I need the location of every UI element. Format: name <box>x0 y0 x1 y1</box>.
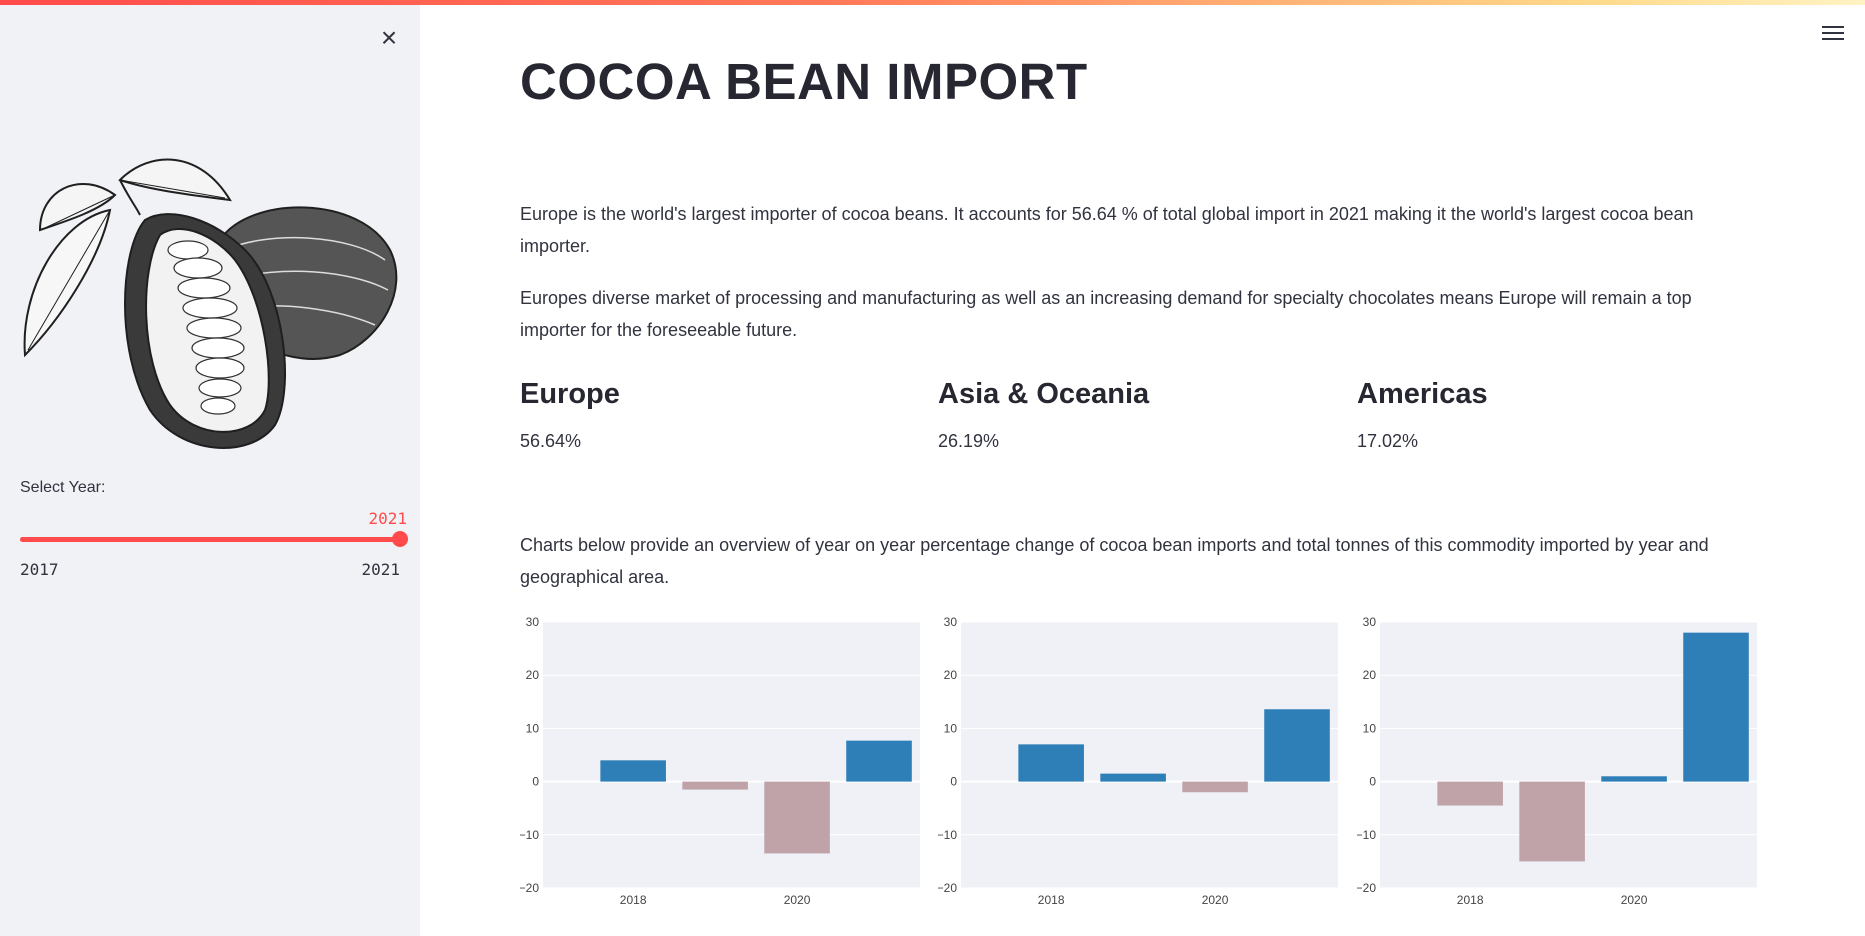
year-slider[interactable] <box>20 531 408 547</box>
bar-2021[interactable] <box>1264 709 1330 782</box>
metric-label: Americas <box>1357 378 1488 410</box>
metric-europe: Europe 56.64% <box>520 378 900 452</box>
hamburger-menu-icon <box>1822 26 1844 28</box>
y-tick-label: −10 <box>1357 828 1376 842</box>
select-year-label: Select Year: <box>20 479 106 496</box>
y-tick-label: −10 <box>938 828 957 842</box>
x-tick-label: 2018 <box>1457 893 1484 907</box>
y-tick-label: 10 <box>526 721 540 735</box>
y-tick-label: 0 <box>1369 775 1376 789</box>
intro-paragraph: Europe is the world's largest importer o… <box>520 204 1694 256</box>
bar-2018[interactable] <box>600 760 666 782</box>
europe-yoy-chart: 30 20 10 0 −10 −20 2018 2020 <box>520 615 920 907</box>
bar-2019[interactable] <box>682 781 748 790</box>
charts-description: Charts below provide an overview of year… <box>520 535 1709 587</box>
x-tick-label: 2020 <box>1621 893 1648 907</box>
metric-asia-oceania: Asia & Oceania 26.19% <box>938 378 1318 452</box>
y-tick-label: 30 <box>1363 615 1377 629</box>
y-tick-label: 30 <box>526 615 540 629</box>
close-icon: × <box>380 22 398 53</box>
x-tick-label: 2020 <box>1202 893 1229 907</box>
bar-2019[interactable] <box>1519 781 1585 862</box>
bar-2021[interactable] <box>846 740 912 782</box>
charts-row: 30 20 10 0 −10 −20 2018 2020 30 20 10 0 −10 −20 2018 2… <box>520 610 1760 910</box>
x-tick-label: 2020 <box>784 893 811 907</box>
sidebar: × <box>0 5 420 936</box>
slider-current-value: 2021 <box>368 509 407 528</box>
y-tick-label: 0 <box>532 775 539 789</box>
y-tick-label: −20 <box>1357 881 1376 895</box>
bar-2021[interactable] <box>1683 632 1749 782</box>
hamburger-line <box>1822 38 1844 40</box>
y-tick-label: 10 <box>944 721 958 735</box>
y-tick-label: 20 <box>944 668 958 682</box>
asia-oceania-yoy-chart: 30 20 10 0 −10 −20 2018 2020 <box>938 615 1338 907</box>
y-tick-label: −20 <box>520 881 539 895</box>
slider-thumb[interactable] <box>392 531 408 547</box>
metric-value: 26.19% <box>938 431 1000 451</box>
y-tick-label: 10 <box>1363 721 1377 735</box>
y-tick-label: 20 <box>1363 668 1377 682</box>
close-sidebar-button[interactable]: × <box>376 22 402 53</box>
x-tick-label: 2018 <box>1038 893 1065 907</box>
y-tick-label: −10 <box>520 828 539 842</box>
slider-fill <box>20 537 400 542</box>
slider-max-label: 2021 <box>361 560 400 579</box>
y-tick-label: 30 <box>944 615 958 629</box>
page-title: COCOA BEAN IMPORT <box>520 53 1088 110</box>
y-tick-label: 20 <box>526 668 540 682</box>
top-decoration-bar <box>0 0 1865 5</box>
metric-label: Asia & Oceania <box>938 378 1150 410</box>
bar-2018[interactable] <box>1018 744 1084 782</box>
bar-2019[interactable] <box>1100 773 1166 782</box>
main-menu-button[interactable] <box>1820 22 1846 48</box>
cocoa-pod-illustration <box>23 158 398 449</box>
slider-min-label: 2017 <box>20 560 59 579</box>
metric-americas: Americas 17.02% <box>1357 378 1737 452</box>
main-content: COCOA BEAN IMPORT Europe is the world's … <box>520 0 1760 936</box>
x-tick-label: 2018 <box>620 893 647 907</box>
market-paragraph: Europes diverse market of processing and… <box>520 288 1692 340</box>
bar-2018[interactable] <box>1437 781 1503 806</box>
americas-yoy-chart: 30 20 10 0 −10 −20 2018 2020 <box>1357 615 1757 907</box>
bar-2020[interactable] <box>1601 776 1667 782</box>
hamburger-line <box>1822 32 1844 34</box>
bar-2020[interactable] <box>1182 781 1248 793</box>
y-tick-label: 0 <box>950 775 957 789</box>
metric-value: 17.02% <box>1357 431 1419 451</box>
bar-2020[interactable] <box>764 781 830 854</box>
y-tick-label: −20 <box>938 881 957 895</box>
metric-label: Europe <box>520 378 620 410</box>
metric-value: 56.64% <box>520 431 582 451</box>
